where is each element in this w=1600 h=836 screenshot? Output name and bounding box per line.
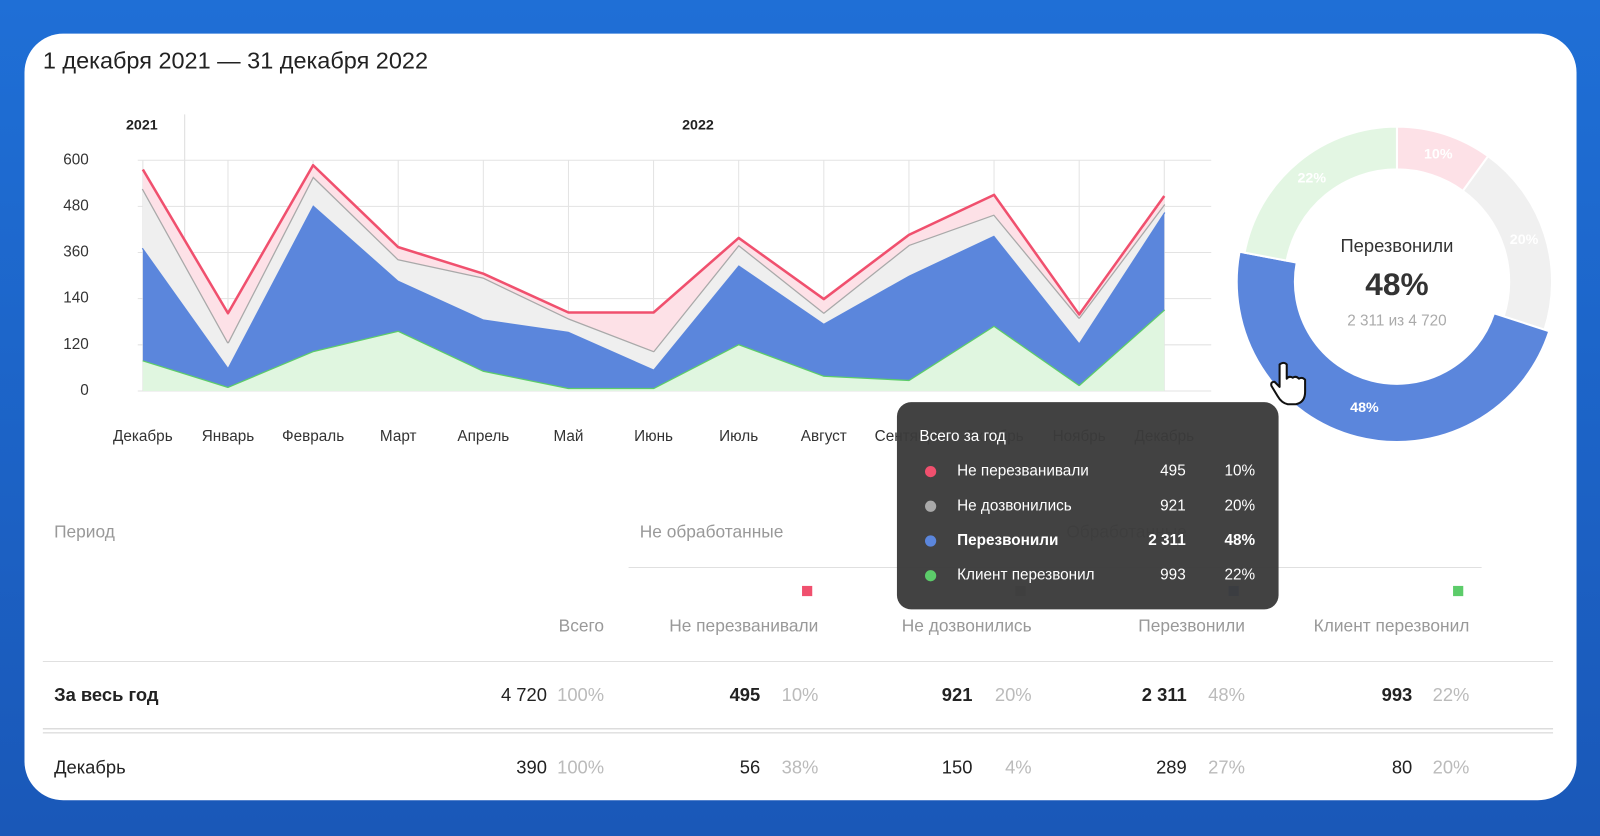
cell-share: 100% bbox=[557, 684, 604, 705]
tooltip: Всего за год Не перезванивали 495 10% Не доз… bbox=[896, 402, 1279, 610]
x-tick-label: Июнь bbox=[634, 428, 673, 445]
tooltip-name: Не перезванивали bbox=[957, 463, 1089, 480]
donut-center-value: 48% bbox=[1365, 266, 1428, 302]
y-tick-label: 120 bbox=[63, 336, 89, 353]
cell-count: 390 bbox=[516, 756, 547, 777]
y-tick-label: 140 bbox=[63, 290, 89, 307]
tooltip-dot bbox=[925, 570, 937, 582]
cell-share: 20% bbox=[995, 684, 1032, 705]
cell-count: 2 311 bbox=[1142, 684, 1187, 705]
tooltip-box bbox=[896, 402, 1279, 610]
column-header: Перезвонили bbox=[1138, 615, 1245, 635]
cell-count: 289 bbox=[1156, 756, 1187, 777]
x-tick-label: Февраль bbox=[282, 428, 344, 445]
x-tick-label: Апрель bbox=[457, 428, 509, 445]
cursor bbox=[1270, 361, 1307, 406]
tooltip-dot bbox=[925, 465, 937, 478]
group-header: Не обработанные bbox=[640, 521, 784, 541]
y-tick-label: 600 bbox=[63, 151, 89, 168]
tooltip-title: Всего за год bbox=[919, 428, 1006, 445]
slice-label: 48% bbox=[1350, 400, 1379, 416]
cell-share: 22% bbox=[1433, 684, 1470, 705]
cell-count: 993 bbox=[1382, 684, 1413, 705]
cell-share: 27% bbox=[1208, 756, 1245, 777]
column-header: Не дозвонились bbox=[902, 615, 1032, 635]
column-header: Клиент перезвонил bbox=[1314, 615, 1470, 635]
cell-count: 150 bbox=[942, 756, 973, 777]
row-label: Декабрь bbox=[54, 756, 126, 777]
tooltip-share: 48% bbox=[1224, 532, 1255, 549]
tooltip-dot bbox=[925, 500, 937, 512]
tooltip-dot bbox=[925, 535, 937, 547]
area bbox=[142, 165, 1165, 351]
cell-count: 80 bbox=[1392, 756, 1412, 777]
legend-square bbox=[1453, 585, 1464, 597]
cell-count: 495 bbox=[730, 684, 761, 705]
column-header: Не перезванивали bbox=[669, 615, 818, 635]
tooltip-name: Перезвонили bbox=[957, 532, 1058, 549]
year-label: 2022 bbox=[682, 117, 714, 133]
donut-center-title: Перезвонили bbox=[1340, 235, 1453, 256]
slice-label: 10% bbox=[1424, 146, 1453, 162]
y-tick-label: 480 bbox=[63, 197, 89, 214]
cell-count: 4 720 bbox=[501, 684, 547, 705]
donut-center-note: 2 311 из 4 720 bbox=[1347, 313, 1446, 330]
x-tick-label: Июль bbox=[719, 428, 758, 445]
area bbox=[142, 205, 1165, 388]
cell-share: 10% bbox=[782, 684, 819, 705]
cell-share: 38% bbox=[782, 756, 819, 777]
legend-square bbox=[802, 585, 813, 597]
cell-count: 56 bbox=[740, 756, 760, 777]
donut-slice bbox=[1235, 250, 1551, 444]
y-tick-label: 360 bbox=[63, 244, 89, 261]
cell-share: 100% bbox=[557, 756, 604, 777]
x-tick-label: Март bbox=[380, 428, 417, 445]
tooltip-name: Клиент перезвонил bbox=[957, 567, 1094, 584]
tooltip-count: 993 bbox=[1160, 567, 1186, 584]
slice-label: 22% bbox=[1297, 170, 1326, 186]
x-tick-label: Декабрь bbox=[113, 428, 173, 445]
x-tick-label: Январь bbox=[202, 428, 254, 445]
y-tick-label: 0 bbox=[80, 382, 89, 399]
cell-share: 48% bbox=[1208, 684, 1245, 705]
period-header: Период bbox=[54, 521, 115, 541]
tooltip-count: 2 311 bbox=[1148, 532, 1186, 549]
page-title: 1 декабря 2021 — 31 декабря 2022 bbox=[43, 47, 428, 73]
x-tick-label: Май bbox=[553, 428, 583, 445]
cell-count: 921 bbox=[942, 684, 973, 705]
slice-label: 20% bbox=[1510, 232, 1539, 248]
tooltip-share: 20% bbox=[1224, 497, 1255, 514]
area bbox=[142, 309, 1165, 391]
tooltip-share: 22% bbox=[1224, 567, 1255, 584]
cell-share: 20% bbox=[1433, 756, 1470, 777]
column-header: Всего bbox=[559, 615, 604, 635]
tooltip-name: Не дозвонились bbox=[957, 497, 1072, 514]
area-line bbox=[141, 163, 1166, 316]
tooltip-count: 495 bbox=[1160, 463, 1186, 480]
donut-slice bbox=[1243, 125, 1398, 262]
area-line bbox=[142, 308, 1166, 390]
year-label: 2021 bbox=[126, 117, 158, 133]
tooltip-count: 921 bbox=[1160, 497, 1186, 514]
content: 0 120 140 360 480 600 Декабрь Январь Февраль Март… bbox=[42, 117, 1554, 777]
x-tick-label: Август bbox=[801, 428, 847, 445]
tooltip-share: 10% bbox=[1224, 463, 1255, 480]
row-label: За весь год bbox=[54, 684, 159, 705]
cell-share: 4% bbox=[1005, 756, 1032, 777]
